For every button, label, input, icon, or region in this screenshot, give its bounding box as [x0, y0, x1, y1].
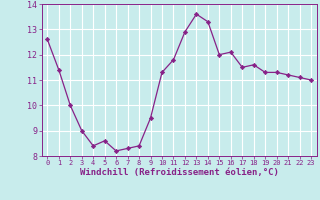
X-axis label: Windchill (Refroidissement éolien,°C): Windchill (Refroidissement éolien,°C) — [80, 168, 279, 177]
